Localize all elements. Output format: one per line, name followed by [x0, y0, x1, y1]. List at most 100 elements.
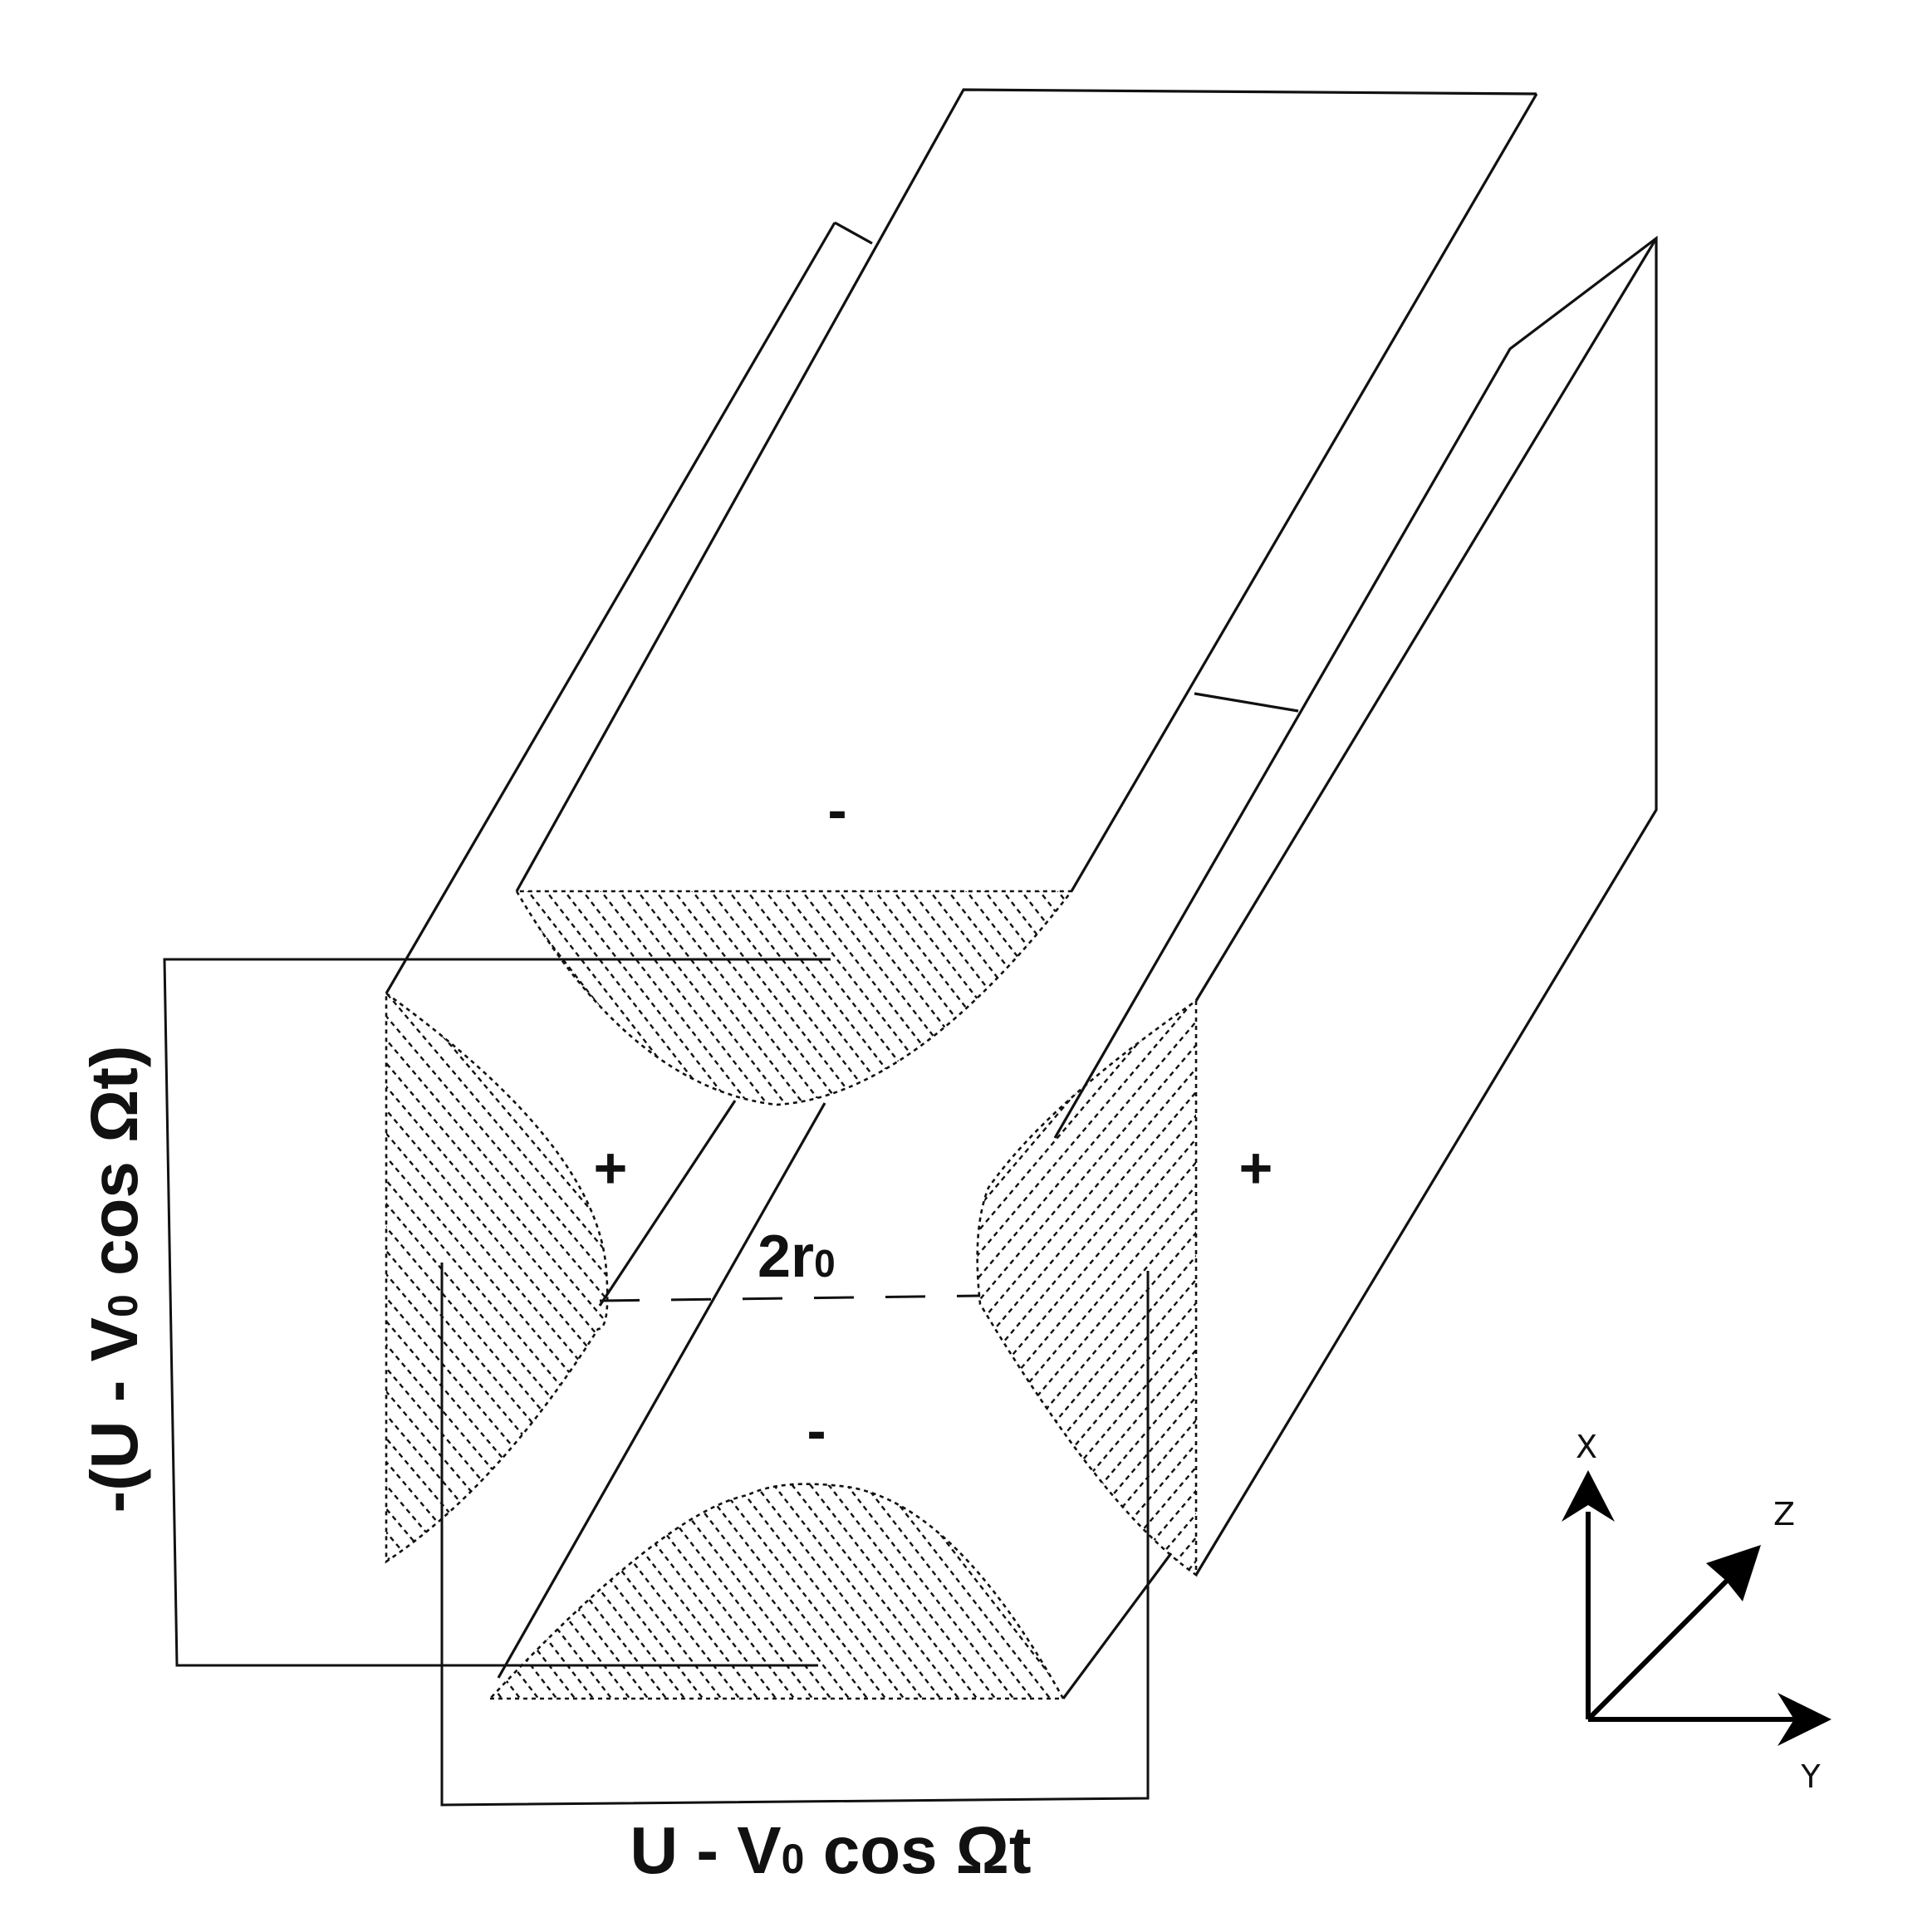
top-face-hatch-line — [1123, 880, 1304, 1113]
gap-label-main: 2r — [758, 1223, 814, 1290]
bottom-face-hatch-line — [1146, 1470, 1334, 1711]
bottom-face-hatch-line — [251, 1470, 439, 1711]
right-face-hatch-line — [198, 988, 706, 1586]
left-face-hatch-line — [386, 993, 608, 1562]
bottom-face-hatch-line — [706, 1483, 896, 1699]
top-face-hatch-line — [1397, 880, 1578, 1113]
top-face-hatch-line — [537, 891, 720, 1105]
bottom-face-hatch-line — [0, 1470, 73, 1711]
bottom-face-hatch-line — [724, 1483, 915, 1699]
top-face-hatch-line — [136, 880, 317, 1113]
top-face-hatch-line — [701, 891, 885, 1105]
left-voltage-pre: -(U - V — [77, 1317, 151, 1513]
right-face-hatch-line — [397, 988, 905, 1586]
right-electrode-inner-edge — [1194, 238, 1658, 1002]
y-axis-arrowhead — [1778, 1693, 1831, 1746]
left-face-hatch-line — [386, 993, 406, 1562]
x-axis-label: X — [1576, 1429, 1597, 1465]
bottom-face-hatch-line — [0, 1470, 18, 1711]
right-face-hatch-line — [78, 988, 586, 1586]
right-face-hatch-line — [0, 988, 447, 1586]
top-face-hatch-line — [517, 891, 610, 1105]
right-face-hatch-line — [0, 988, 367, 1586]
right-face-hatch-line — [1074, 1001, 1196, 1575]
left-face-hatch-line — [386, 993, 486, 1562]
left-face-hatch-line — [0, 980, 385, 1578]
top-face-hatch-line — [1012, 891, 1071, 1105]
top-face-hatch-line — [1233, 880, 1414, 1113]
top-electrode-outline — [515, 88, 1537, 892]
left-face-hatch-line — [1193, 980, 1701, 1578]
right-face-hatch-line — [994, 1001, 1196, 1575]
left-face-hatch-line — [0, 980, 66, 1578]
left-face-hatch-line — [386, 993, 608, 1562]
right-face-hatch-line — [218, 988, 726, 1586]
left-face-hatch-line — [1213, 980, 1721, 1578]
right-face-hatch-line — [0, 988, 307, 1586]
bottom-face-hatch-line — [578, 1483, 768, 1699]
bottom-face-hatch-line — [1035, 1483, 1063, 1699]
right-face-hatch-line — [0, 988, 507, 1586]
bottom-face-hatch-line — [1017, 1483, 1063, 1699]
bottom-face-hatch-line — [490, 1483, 677, 1699]
bottom-face-hatch-line — [1384, 1470, 1572, 1711]
top-face-hatch-line — [0, 880, 80, 1113]
right-electrode-outline — [1053, 235, 1658, 1576]
bottom-face-hatch-line — [743, 1483, 933, 1699]
top-face-hatch-line — [1160, 880, 1341, 1113]
left-face-hatch-line — [834, 980, 1342, 1578]
right-face-hatch-line — [0, 988, 487, 1586]
top-face-hatch-line — [683, 891, 866, 1105]
top-face-hatch-line — [1379, 880, 1560, 1113]
bottom-face-hatch-line — [998, 1483, 1063, 1699]
bottom-face-hatch-line — [523, 1483, 713, 1699]
top-face-hatch-line — [517, 891, 684, 1105]
left-face-hatch-line — [474, 993, 608, 1562]
bottom-face-hatch-line — [490, 1483, 586, 1699]
right-face-hatch-line — [977, 1001, 1006, 1575]
bottom-electrode — [497, 1100, 1173, 1699]
right-face-hatch-line — [977, 1001, 1185, 1575]
pole-face-top — [0, 880, 1578, 1113]
bottom-face-hatch-line — [1402, 1470, 1590, 1711]
left-face-hatch-line — [1013, 980, 1522, 1578]
top-face-hatch-line — [1086, 880, 1268, 1113]
top-face-hatch-line — [573, 891, 757, 1105]
left-face-hatch-line — [386, 993, 608, 1562]
right-face-hatch-line — [178, 988, 686, 1586]
gap-dimension-line — [599, 1294, 981, 1302]
bottom-face-hatch-line — [490, 1483, 549, 1699]
left-face-hatch-line — [386, 993, 608, 1562]
bottom-face-hatch-line — [141, 1470, 329, 1711]
top-face-hatch-line — [191, 880, 372, 1113]
right-face-hatch-line — [1314, 988, 1822, 1586]
left-face-hatch-line — [386, 993, 608, 1562]
right-face-hatch-line — [977, 1001, 1196, 1575]
wire-bottom-pair — [440, 1263, 1150, 1807]
right-face-hatch-line — [1094, 1001, 1196, 1575]
top-face-hatch-line — [646, 891, 830, 1105]
left-face-hatch-line — [386, 993, 466, 1562]
right-face-hatch-line — [0, 988, 427, 1586]
top-face-hatch-line — [301, 880, 482, 1113]
right-face-hatch-line — [977, 1001, 1196, 1575]
left-face-hatch-line — [655, 980, 1163, 1578]
right-face-hatch-line — [977, 1001, 1196, 1575]
left-face-hatch-line — [414, 993, 608, 1562]
left-voltage-sub: 0 — [100, 1294, 146, 1317]
top-face-hatch-line — [1178, 880, 1359, 1113]
right-face-hatch-line — [977, 1001, 1196, 1575]
top-face-hatch-line — [1214, 880, 1395, 1113]
bottom-face-hatch-line — [490, 1483, 640, 1699]
right-face-hatch-line — [977, 1001, 1196, 1575]
left-face-hatch-line — [0, 980, 365, 1578]
right-face-hatch-line — [1254, 988, 1763, 1586]
top-face-hatch-line — [591, 891, 775, 1105]
left-face-hatch-line — [494, 993, 608, 1562]
right-face-hatch-line — [977, 1001, 1145, 1575]
minus-bottom-label: - — [807, 1398, 826, 1463]
plus-right-label: + — [1239, 1135, 1273, 1200]
gap-label: 2r0 — [758, 1223, 836, 1290]
bottom-face-hatch-line — [490, 1483, 659, 1699]
